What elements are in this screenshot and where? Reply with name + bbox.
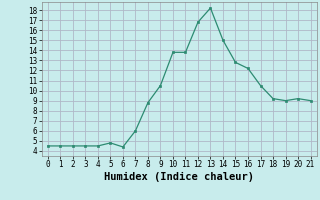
X-axis label: Humidex (Indice chaleur): Humidex (Indice chaleur): [104, 172, 254, 182]
